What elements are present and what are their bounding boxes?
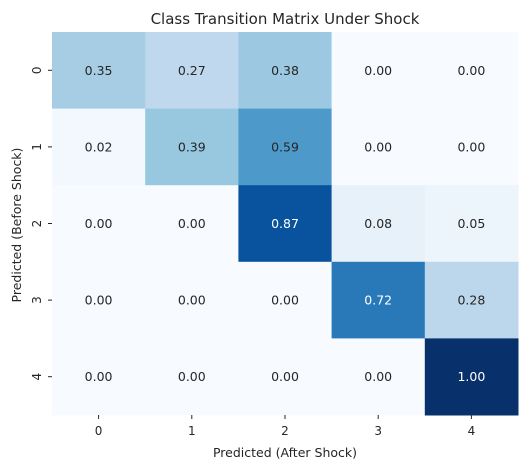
cell-r0-c1 bbox=[145, 32, 239, 110]
cell-label-r2-c1: 0.00 bbox=[178, 216, 206, 231]
cell-label-r0-c2: 0.38 bbox=[271, 63, 299, 78]
cell-label-r0-c0: 0.35 bbox=[85, 63, 113, 78]
cell-label-r2-c0: 0.00 bbox=[85, 216, 113, 231]
cell-r0-c0 bbox=[52, 32, 146, 110]
y-tick-label-4: 4 bbox=[30, 373, 44, 381]
cell-label-r3-c0: 0.00 bbox=[85, 293, 113, 308]
cell-label-r4-c4: 1.00 bbox=[457, 369, 485, 384]
cell-r3-c3 bbox=[331, 261, 426, 339]
cell-r3-c2 bbox=[238, 261, 333, 339]
cell-label-r3-c3: 0.72 bbox=[364, 293, 392, 308]
cell-label-r1-c0: 0.02 bbox=[85, 139, 113, 154]
cell-r3-c1 bbox=[145, 261, 239, 339]
cell-label-r1-c4: 0.00 bbox=[457, 139, 485, 154]
cell-label-r2-c3: 0.08 bbox=[364, 216, 392, 231]
x-tick-label-1: 1 bbox=[188, 424, 196, 438]
cell-label-r4-c1: 0.00 bbox=[178, 369, 206, 384]
cell-label-r0-c4: 0.00 bbox=[457, 63, 485, 78]
cell-r0-c2 bbox=[238, 32, 333, 110]
cell-label-r2-c4: 0.05 bbox=[457, 216, 485, 231]
x-tick-label-0: 0 bbox=[95, 424, 103, 438]
cell-r2-c3 bbox=[331, 185, 426, 263]
y-tick-label-3: 3 bbox=[30, 296, 44, 304]
cell-r3-c0 bbox=[52, 261, 146, 339]
y-tick-label-0: 0 bbox=[30, 66, 44, 74]
cell-r1-c2 bbox=[238, 108, 333, 186]
cell-r2-c0 bbox=[52, 185, 146, 263]
cell-r3-c4 bbox=[424, 261, 519, 339]
cell-label-r4-c0: 0.00 bbox=[85, 369, 113, 384]
y-axis-label: Predicted (Before Shock) bbox=[9, 148, 24, 303]
cell-r4-c0 bbox=[52, 338, 146, 416]
cell-label-r4-c3: 0.00 bbox=[364, 369, 392, 384]
cell-r1-c0 bbox=[52, 108, 146, 186]
cell-label-r2-c2: 0.87 bbox=[271, 216, 299, 231]
cell-r1-c4 bbox=[424, 108, 519, 186]
cell-label-r3-c2: 0.00 bbox=[271, 293, 299, 308]
x-tick-label-4: 4 bbox=[468, 424, 476, 438]
cell-r4-c4 bbox=[424, 338, 519, 416]
x-axis-label: Predicted (After Shock) bbox=[213, 445, 357, 460]
cell-r1-c1 bbox=[145, 108, 239, 186]
cell-r0-c4 bbox=[424, 32, 519, 110]
cell-label-r1-c1: 0.39 bbox=[178, 139, 206, 154]
cell-label-r4-c2: 0.00 bbox=[271, 369, 299, 384]
cell-r4-c3 bbox=[331, 338, 426, 416]
cell-label-r0-c3: 0.00 bbox=[364, 63, 392, 78]
x-axis-ticks: 0 1 2 3 4 bbox=[95, 415, 475, 438]
cell-r2-c1 bbox=[145, 185, 239, 263]
cell-r2-c2 bbox=[238, 185, 333, 263]
cell-label-r3-c1: 0.00 bbox=[178, 293, 206, 308]
cell-r4-c1 bbox=[145, 338, 239, 416]
x-tick-label-2: 2 bbox=[281, 424, 289, 438]
y-tick-label-1: 1 bbox=[30, 143, 44, 151]
y-tick-label-2: 2 bbox=[30, 220, 44, 228]
chart-title: Class Transition Matrix Under Shock bbox=[151, 10, 420, 28]
x-tick-label-3: 3 bbox=[374, 424, 382, 438]
cell-label-r3-c4: 0.28 bbox=[457, 293, 485, 308]
cell-label-r1-c3: 0.00 bbox=[364, 139, 392, 154]
cell-label-r0-c1: 0.27 bbox=[178, 63, 206, 78]
cell-r1-c3 bbox=[331, 108, 426, 186]
heatmap-cells: 0.35 0.27 0.38 0.00 0.00 0.02 0.39 0.59 0.00 0.00… bbox=[52, 32, 519, 416]
cell-r2-c4 bbox=[424, 185, 519, 263]
cell-r4-c2 bbox=[238, 338, 333, 416]
y-axis-ticks: 0 1 2 3 4 bbox=[30, 66, 52, 381]
cell-label-r1-c2: 0.59 bbox=[271, 139, 299, 154]
cell-r0-c3 bbox=[331, 32, 426, 110]
